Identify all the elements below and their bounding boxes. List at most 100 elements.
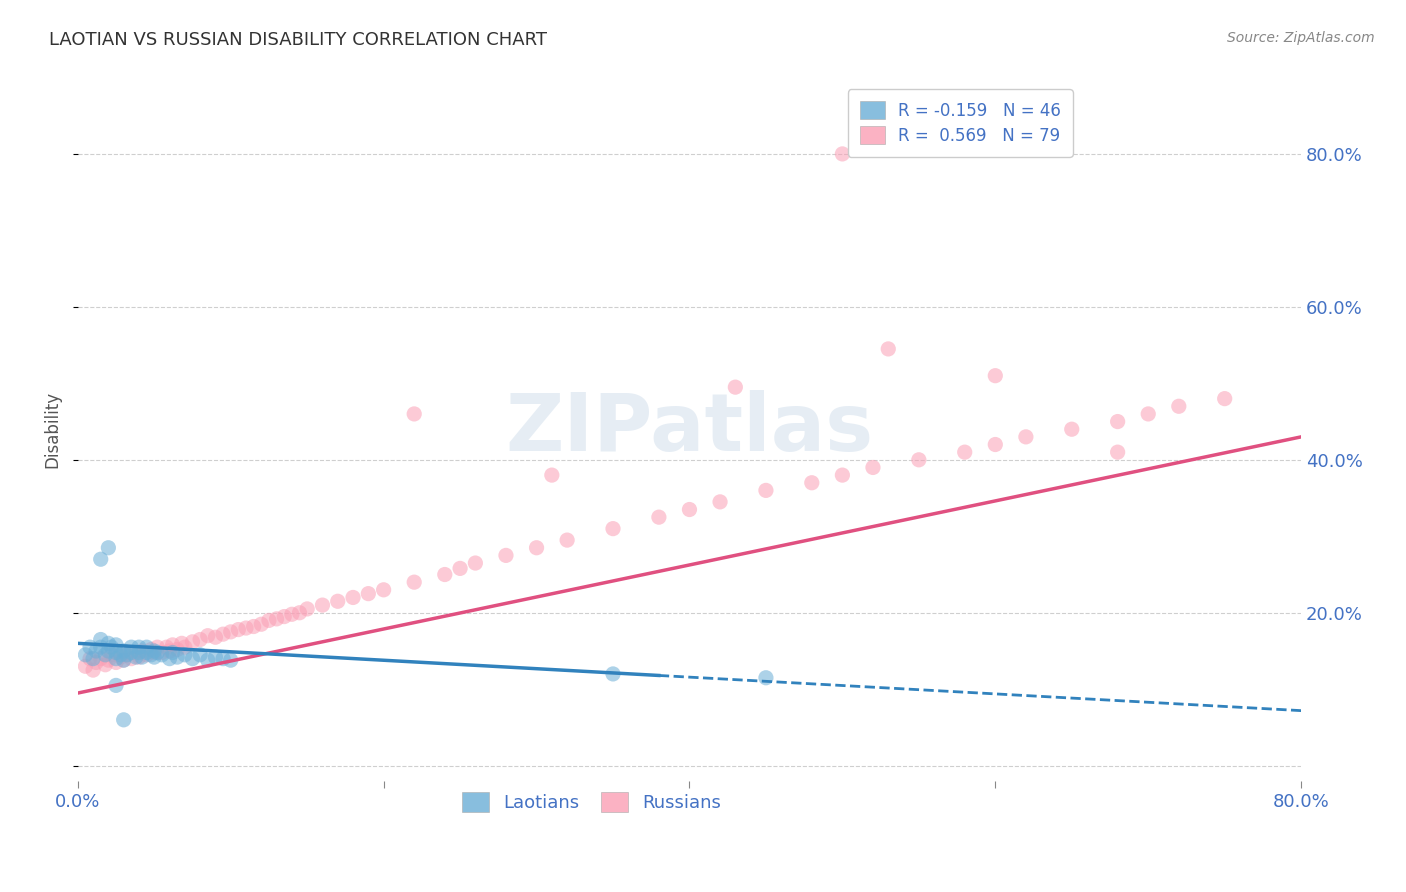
Point bbox=[724, 380, 747, 394]
Point bbox=[953, 445, 976, 459]
Point bbox=[166, 642, 188, 657]
Point bbox=[143, 646, 166, 660]
Point bbox=[150, 648, 173, 662]
Point bbox=[105, 646, 128, 660]
Point bbox=[1213, 392, 1236, 406]
Point bbox=[342, 591, 364, 605]
Point bbox=[433, 567, 456, 582]
Text: LAOTIAN VS RUSSIAN DISABILITY CORRELATION CHART: LAOTIAN VS RUSSIAN DISABILITY CORRELATIO… bbox=[49, 31, 547, 49]
Point bbox=[159, 644, 181, 658]
Point bbox=[188, 648, 211, 662]
Point bbox=[197, 629, 219, 643]
Point bbox=[984, 437, 1007, 451]
Point bbox=[110, 648, 132, 662]
Point bbox=[311, 598, 333, 612]
Point bbox=[150, 646, 173, 660]
Point bbox=[90, 632, 112, 647]
Point bbox=[648, 510, 671, 524]
Point bbox=[120, 651, 142, 665]
Point bbox=[678, 502, 700, 516]
Point bbox=[162, 638, 184, 652]
Point bbox=[357, 587, 380, 601]
Point bbox=[219, 653, 242, 667]
Point bbox=[97, 653, 120, 667]
Point bbox=[281, 607, 304, 622]
Point bbox=[112, 713, 135, 727]
Point bbox=[128, 650, 150, 665]
Point bbox=[1107, 415, 1129, 429]
Point bbox=[373, 582, 395, 597]
Point bbox=[90, 552, 112, 566]
Point bbox=[105, 638, 128, 652]
Point bbox=[228, 623, 250, 637]
Point bbox=[159, 651, 181, 665]
Point bbox=[242, 619, 264, 633]
Point bbox=[1107, 445, 1129, 459]
Legend: Laotians, Russians: Laotians, Russians bbox=[449, 780, 734, 825]
Point bbox=[110, 650, 132, 665]
Point bbox=[526, 541, 548, 555]
Point bbox=[250, 617, 273, 632]
Point bbox=[135, 648, 157, 662]
Point bbox=[1060, 422, 1083, 436]
Point bbox=[75, 659, 97, 673]
Point bbox=[135, 646, 157, 660]
Point bbox=[404, 575, 426, 590]
Point bbox=[131, 644, 153, 658]
Point bbox=[602, 667, 624, 681]
Point bbox=[1015, 430, 1038, 444]
Point bbox=[173, 640, 195, 655]
Point bbox=[112, 653, 135, 667]
Point bbox=[166, 650, 188, 665]
Point bbox=[197, 653, 219, 667]
Point bbox=[464, 556, 486, 570]
Point bbox=[295, 602, 318, 616]
Point bbox=[555, 533, 578, 547]
Point bbox=[90, 651, 112, 665]
Point bbox=[204, 630, 226, 644]
Point bbox=[75, 648, 97, 662]
Point bbox=[90, 640, 112, 655]
Point bbox=[755, 483, 778, 498]
Point bbox=[831, 468, 853, 483]
Point bbox=[257, 614, 280, 628]
Point bbox=[155, 640, 177, 655]
Point bbox=[800, 475, 823, 490]
Point bbox=[141, 648, 163, 662]
Point bbox=[115, 648, 138, 662]
Point bbox=[709, 495, 731, 509]
Point bbox=[105, 656, 128, 670]
Point bbox=[204, 650, 226, 665]
Point bbox=[120, 646, 142, 660]
Point bbox=[100, 640, 122, 655]
Point bbox=[79, 640, 101, 655]
Point bbox=[862, 460, 884, 475]
Point bbox=[146, 646, 169, 660]
Point bbox=[146, 640, 169, 655]
Text: ZIPatlas: ZIPatlas bbox=[505, 390, 873, 468]
Point bbox=[326, 594, 349, 608]
Point bbox=[181, 635, 204, 649]
Point bbox=[105, 678, 128, 692]
Point bbox=[100, 648, 122, 662]
Point bbox=[908, 452, 931, 467]
Point bbox=[170, 636, 193, 650]
Point bbox=[143, 650, 166, 665]
Point bbox=[97, 636, 120, 650]
Point bbox=[273, 609, 295, 624]
Point bbox=[212, 651, 235, 665]
Point bbox=[112, 653, 135, 667]
Point bbox=[125, 646, 148, 660]
Point bbox=[877, 342, 900, 356]
Point bbox=[1137, 407, 1160, 421]
Point bbox=[131, 650, 153, 665]
Point bbox=[79, 651, 101, 665]
Point bbox=[162, 646, 184, 660]
Point bbox=[94, 657, 117, 672]
Point bbox=[84, 644, 107, 658]
Point bbox=[143, 644, 166, 658]
Y-axis label: Disability: Disability bbox=[44, 391, 60, 467]
Point bbox=[404, 407, 426, 421]
Point bbox=[120, 640, 142, 655]
Point bbox=[984, 368, 1007, 383]
